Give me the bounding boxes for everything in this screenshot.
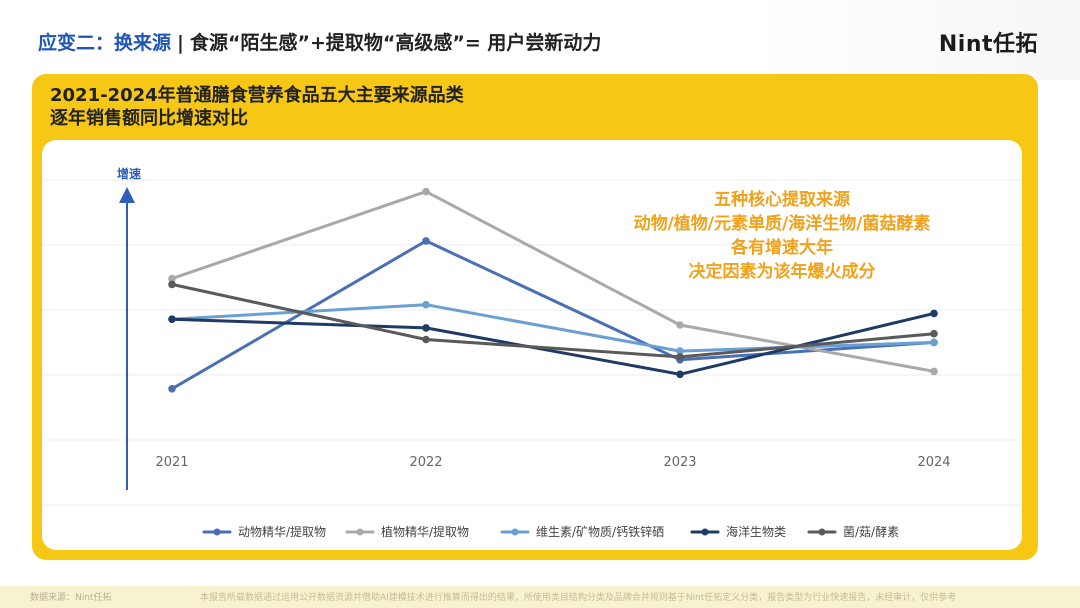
panel-title-line-2: 逐年销售额同比增速对比 [50, 108, 248, 129]
data-point [168, 280, 176, 289]
annotation-line-2: 动物/植物/元素单质/海洋生物/菌菇酵素 [633, 214, 931, 234]
grid-lines [42, 179, 1022, 506]
data-point [422, 335, 430, 344]
footer-source: 数据来源：Nint任拓 [30, 593, 112, 603]
data-point [676, 347, 684, 355]
data-point [422, 187, 430, 196]
legend-label: 动物精华/提取物 [238, 524, 326, 539]
data-point [930, 367, 938, 376]
legend-dot [701, 528, 709, 536]
legend-dot [511, 528, 519, 536]
chart-annotation: 五种核心提取来源 动物/植物/元素单质/海洋生物/菌菇酵素 各有增速大年 决定因… [602, 188, 962, 284]
annotation-line-3: 各有增速大年 [731, 238, 833, 258]
page-title-accent: 应变二：换来源 [38, 32, 172, 54]
series-points [168, 187, 938, 393]
data-point [930, 338, 938, 347]
data-point [168, 274, 176, 283]
legend-dot [818, 528, 826, 536]
panel-title: 2021-2024年普通膳食营养食品五大主要来源品类 逐年销售额同比增速对比 [50, 84, 464, 130]
x-tick-label: 2022 [409, 455, 442, 470]
data-point [676, 370, 684, 379]
data-point [422, 324, 430, 332]
annotation-line-1: 五种核心提取来源 [714, 190, 850, 210]
annotation-line-4: 决定因素为该年爆火成分 [688, 262, 876, 282]
footer: 数据来源：Nint任拓 本报告所载数据通过运用公开数据资源并借助AI建模技术进行… [0, 586, 1080, 608]
title-separator: | [177, 32, 184, 54]
data-point [930, 329, 938, 338]
footer-note: 本报告所载数据通过运用公开数据资源并借助AI建模技术进行推算而得出的结果，所使用… [200, 593, 957, 603]
legend-dot [356, 528, 364, 536]
chart-legend: 动物精华/提取物 植物精华/提取物 维生素/矿物质/钙铁锌硒 海洋生物类 菌/菇/酵素 [202, 524, 899, 539]
data-point [676, 353, 684, 361]
panel-title-line-1: 2021-2024年普通膳食营养食品五大主要来源品类 [50, 85, 464, 106]
legend-label: 菌/菇/酵素 [843, 525, 899, 539]
legend-dot [213, 528, 221, 536]
legend-label: 植物精华/提取物 [381, 524, 469, 539]
data-point [168, 385, 176, 393]
x-tick-label: 2023 [663, 455, 696, 470]
x-tick-label: 2024 [917, 455, 950, 470]
legend-label: 海洋生物类 [726, 524, 786, 539]
series-line [170, 239, 936, 391]
brand-logo: Nint任拓 [938, 32, 1038, 57]
page-title: 应变二：换来源 | 食源“陌生感”+提取物“高级感”= 用户尝新动力 [38, 28, 601, 55]
data-point [676, 321, 684, 329]
line-chart: 增速 2021 2022 2023 2024 动物精华/提取物 植物精华/提取物 维生素/矿… [42, 166, 1022, 539]
series-line [170, 282, 936, 359]
axis-labels: 增速 2021 2022 2023 2024 [117, 166, 951, 470]
data-point [422, 237, 430, 245]
chart-panel: 增速 2021 2022 2023 2024 动物精华/提取物 植物精华/提取物 维生素/矿… [42, 140, 1022, 550]
header-bar: 应变二：换来源 | 食源“陌生感”+提取物“高级感”= 用户尝新动力 Nint任拓 [0, 0, 1080, 80]
data-point [422, 300, 430, 309]
data-point [168, 315, 176, 323]
y-axis-label: 增速 [117, 166, 141, 181]
legend-label: 维生素/矿物质/钙铁锌硒 [536, 525, 664, 539]
x-tick-label: 2021 [155, 455, 188, 470]
data-point [930, 309, 938, 318]
series-lines [170, 190, 936, 391]
content-frame: 2021-2024年普通膳食营养食品五大主要来源品类 逐年销售额同比增速对比 增… [32, 74, 1038, 560]
page-title-text: 食源“陌生感”+提取物“高级感”= 用户尝新动力 [189, 32, 602, 54]
